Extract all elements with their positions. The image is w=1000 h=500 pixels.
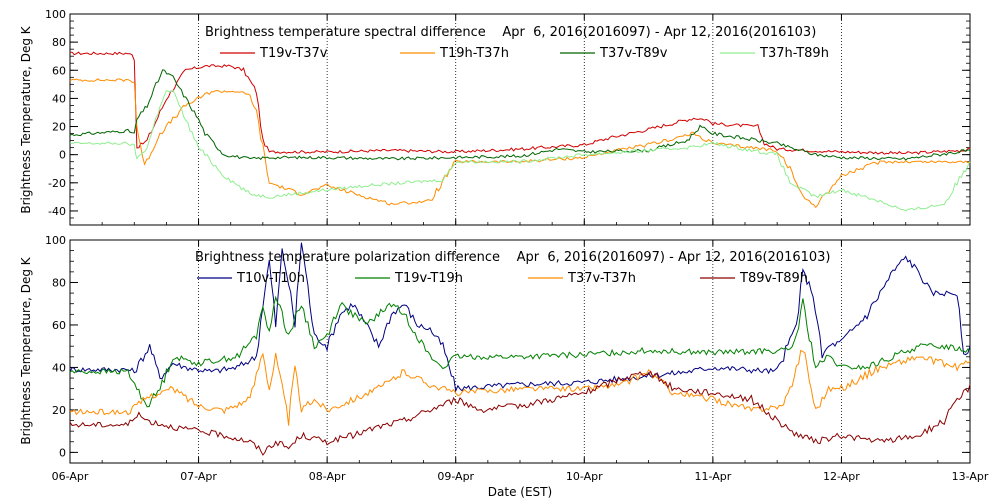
plot-frame bbox=[69, 239, 971, 464]
x-tick-label: 13-Apr bbox=[952, 470, 989, 483]
x-tick-label: 06-Apr bbox=[52, 470, 89, 483]
y-tick-label: 60 bbox=[52, 319, 66, 332]
series-line-t19v-t37v bbox=[69, 51, 971, 155]
series-line-t10v-t10h bbox=[69, 242, 971, 393]
legend-label: T37v-T89v bbox=[599, 46, 668, 61]
y-tick-label: 20 bbox=[52, 404, 66, 417]
y-axis-label: Brightness Temperature, Deg K bbox=[19, 256, 33, 444]
y-tick-label: 0 bbox=[59, 446, 66, 459]
y-tick-label: -40 bbox=[48, 205, 66, 218]
y-tick-label: 20 bbox=[52, 121, 66, 134]
series-line-t37h-t89h bbox=[69, 89, 971, 212]
y-tick-label: 40 bbox=[52, 92, 66, 105]
y-tick-label: 0 bbox=[59, 149, 66, 162]
polarization-difference-panel: 0 20 40 60 80 100 Brightness Temperature, Deg … bbox=[19, 234, 989, 483]
y-tick-label: 80 bbox=[52, 36, 66, 49]
y-tick-label: 40 bbox=[52, 361, 66, 374]
series-line-t37v-t37h bbox=[69, 349, 971, 426]
y-axis-label: Brightness Temperature, Deg K bbox=[19, 25, 33, 213]
series-line-t19h-t37h bbox=[69, 78, 971, 209]
legend-label: T10v-T10h bbox=[236, 271, 305, 286]
legend-label: T89v-T89h bbox=[739, 271, 808, 286]
x-tick-label: 07-Apr bbox=[180, 470, 217, 483]
y-tick-label: 60 bbox=[52, 64, 66, 77]
x-tick-label: 09-Apr bbox=[437, 470, 474, 483]
legend-label: T37h-T89h bbox=[759, 46, 829, 61]
y-tick-label: 100 bbox=[45, 234, 66, 247]
y-tick-label: -20 bbox=[48, 177, 66, 190]
panel-title: Brightness temperature polarization diff… bbox=[195, 250, 831, 265]
legend-label: T19h-T37h bbox=[439, 46, 509, 61]
y-tick-label: 80 bbox=[52, 276, 66, 289]
series-line-t19v-t19h bbox=[69, 295, 971, 408]
legend-label: T37v-T37h bbox=[567, 271, 636, 286]
series-line-t37v-t89v bbox=[69, 69, 971, 161]
y-tick-label: 100 bbox=[45, 8, 66, 21]
panel-title: Brightness temperature spectral differen… bbox=[205, 25, 816, 40]
spectral-difference-panel: -40 -20 0 20 40 60 80 100 Brightness Temperature… bbox=[19, 8, 971, 226]
legend-label: T19v-T19h bbox=[394, 271, 463, 286]
x-tick-label: 10-Apr bbox=[566, 470, 603, 483]
legend-label: T19v-T37v bbox=[259, 46, 328, 61]
x-tick-label: 12-Apr bbox=[823, 470, 860, 483]
x-tick-label: 11-Apr bbox=[694, 470, 731, 483]
x-axis-label: Date (EST) bbox=[488, 485, 552, 499]
x-tick-label: 08-Apr bbox=[309, 470, 346, 483]
series-line-t89v-t89h bbox=[69, 370, 971, 456]
